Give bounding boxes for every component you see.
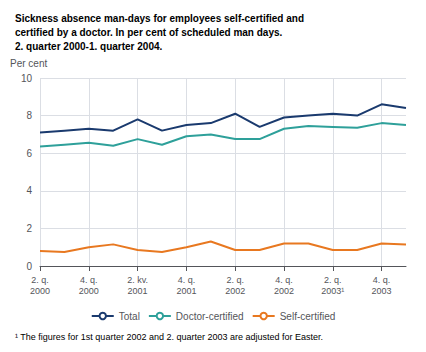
svg-text:2003: 2003 (372, 286, 392, 296)
svg-text:certified by a doctor. In per: certified by a doctor. In per cent of sc… (15, 27, 283, 38)
svg-text:2003¹: 2003¹ (321, 286, 344, 296)
svg-text:2. kv.: 2. kv. (127, 275, 148, 285)
svg-text:2000: 2000 (79, 286, 99, 296)
svg-text:4. q.: 4. q. (373, 275, 391, 285)
svg-text:2002: 2002 (274, 286, 294, 296)
svg-text:2002: 2002 (225, 286, 245, 296)
svg-text:2. q.: 2. q. (324, 275, 342, 285)
svg-text:2001: 2001 (128, 286, 148, 296)
svg-text:Doctor-certified: Doctor-certified (176, 311, 244, 322)
svg-text:4. q.: 4. q. (80, 275, 98, 285)
svg-text:Total: Total (119, 311, 140, 322)
svg-text:10: 10 (21, 73, 33, 84)
svg-text:4. q.: 4. q. (275, 275, 293, 285)
svg-text:4. q.: 4. q. (178, 275, 196, 285)
svg-text:Self-certified: Self-certified (280, 311, 336, 322)
svg-text:2. q.: 2. q. (31, 275, 49, 285)
svg-text:8: 8 (26, 110, 32, 121)
svg-text:0: 0 (26, 261, 32, 272)
svg-text:4: 4 (26, 185, 32, 196)
svg-text:2. q.: 2. q. (226, 275, 244, 285)
svg-text:Sickness absence man-days for: Sickness absence man-days for employees … (15, 13, 304, 24)
svg-text:Per cent: Per cent (10, 58, 47, 69)
svg-text:2. quarter 2000-1. quarter 200: 2. quarter 2000-1. quarter 2004. (15, 41, 163, 52)
svg-text:6: 6 (26, 148, 32, 159)
svg-text:2001: 2001 (176, 286, 196, 296)
svg-text:2: 2 (26, 223, 32, 234)
svg-text:2000: 2000 (30, 286, 50, 296)
svg-text:¹ The figures for 1st quarter: ¹ The figures for 1st quarter 2002 and 2… (15, 332, 323, 342)
